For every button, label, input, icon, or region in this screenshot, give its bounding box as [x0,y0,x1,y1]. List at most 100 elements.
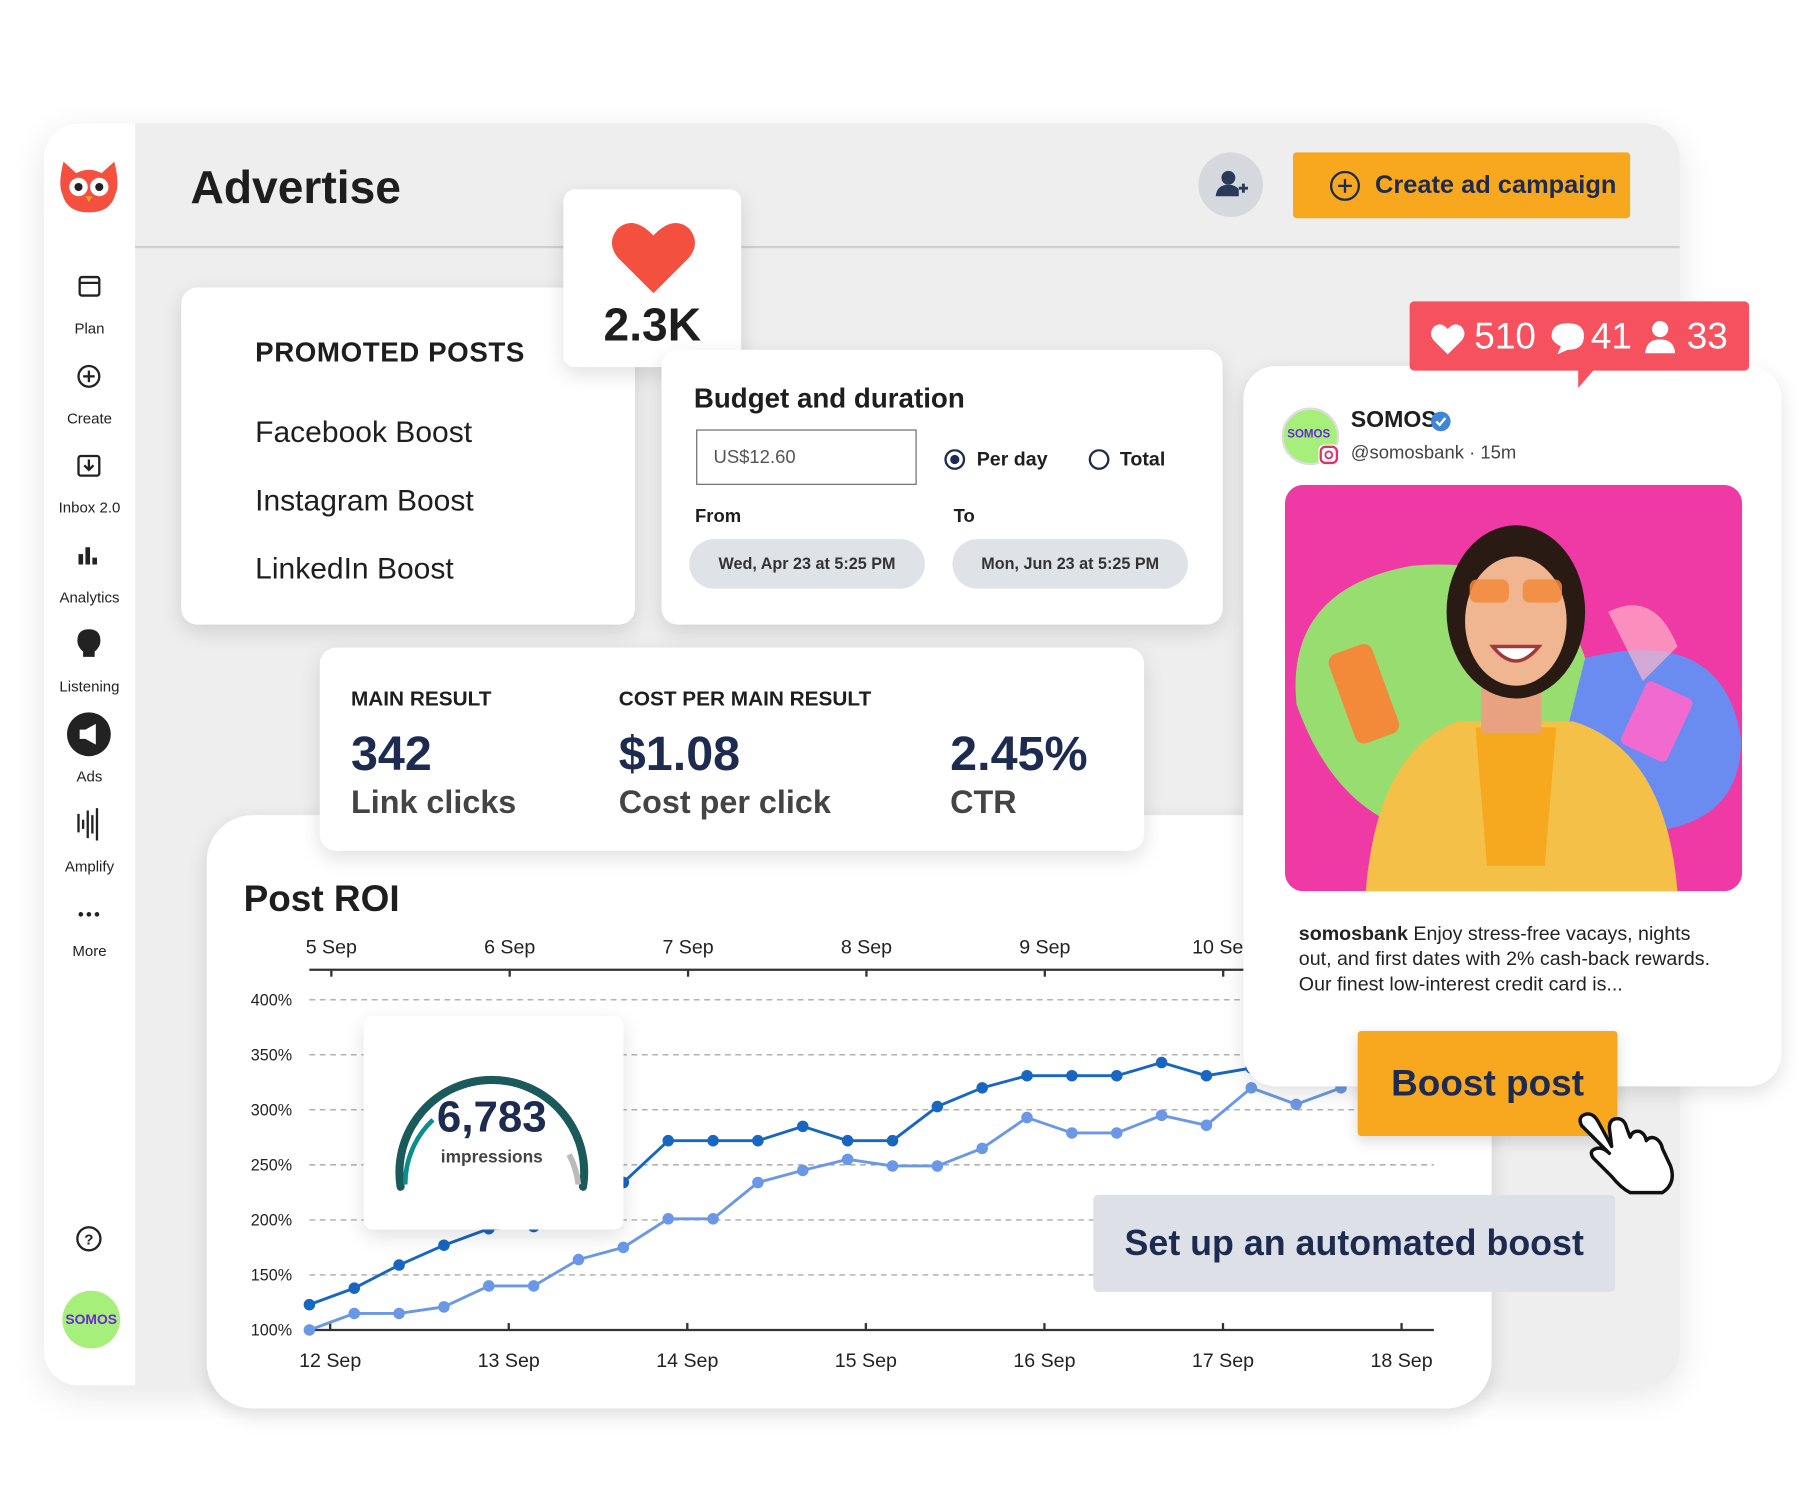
data-point [841,1134,854,1147]
result-unit: CTR [950,783,1017,820]
result-value: $1.08 [618,726,741,781]
results-card: MAIN RESULT 342 Link clicks COST PER MAI… [319,647,1145,851]
post-avatar-text: SOMOS [1287,428,1331,442]
date-pill[interactable]: Wed, Apr 23 at 5:25 PM [689,539,925,589]
result-unit: Link clicks [350,783,517,820]
y-tick-label: 150% [251,1267,292,1285]
x-top-label: 8 Sep [841,937,892,959]
gauge-arc [395,1075,589,1191]
boost-post-button[interactable]: Boost post [1357,1030,1618,1137]
stats-bubble: 510 41 33 [1409,301,1750,388]
stat-comments: 41 [1590,315,1632,357]
nav-label[interactable]: Plan [74,319,105,338]
data-point [797,1120,809,1133]
data-point [1290,1098,1302,1111]
data-point [393,1259,405,1271]
data-point [348,1307,361,1320]
post-caption: somosbank Enjoy stress-free vacays, nigh… [1299,921,1728,997]
field-label: To [953,506,975,527]
y-tick-label: 100% [251,1322,292,1340]
nav-label[interactable]: Ads [76,767,103,786]
data-point [303,1298,316,1311]
nav-label[interactable]: More [72,942,107,960]
y-tick-label: 200% [251,1212,292,1230]
y-tick-label: 300% [251,1102,292,1120]
series-line [308,1086,1342,1332]
x-bottom-label: 14 Sep [656,1350,718,1372]
result-label: COST PER MAIN RESULT [618,686,872,711]
more-dots [78,912,100,917]
y-tick-label: 250% [251,1157,292,1175]
data-point [752,1176,764,1189]
promoted-item[interactable]: Facebook Boost [255,414,473,450]
stats-icons [1430,320,1676,388]
nav-label[interactable]: Inbox 2.0 [58,498,121,517]
amount-input[interactable]: US$12.60 [696,429,917,485]
account-avatar-text: SOMOS [65,1311,117,1327]
radio-label[interactable]: Per day [976,447,1048,470]
account-name: SOMOS [1350,407,1437,433]
radio-label[interactable]: Total [1119,447,1166,470]
data-point [1110,1127,1123,1139]
impressions-gauge-card: 6,783 impressions [363,1015,624,1230]
data-point [662,1134,674,1147]
data-point [1155,1056,1168,1069]
radio-selected[interactable] [943,449,966,472]
nav-label[interactable]: Amplify [64,857,115,876]
date-pill[interactable]: Mon, Jun 23 at 5:25 PM [952,539,1188,589]
create-campaign-button[interactable]: Create ad campaign [1293,152,1631,219]
y-tick-label: 350% [251,1047,292,1065]
card-title: Budget and duration [693,383,965,415]
result-value: 342 [350,726,432,781]
result-label: MAIN RESULT [350,686,492,711]
data-point [752,1134,764,1147]
data-point [1200,1069,1213,1082]
promoted-posts-card: PROMOTED POSTS Facebook Boost Instagram … [181,287,635,625]
stat-followers: 33 [1686,315,1728,357]
caption-text: Enjoy stress-free vacays, nights out, an… [1298,922,1711,996]
data-point [1021,1111,1033,1124]
nav-label[interactable]: Create [66,409,113,428]
promoted-item[interactable]: LinkedIn Boost [255,550,454,586]
radio[interactable] [1088,449,1111,472]
data-point [438,1239,450,1251]
verified-badge [1430,411,1451,432]
post-card: SOMOS SOMOS @somosbank · 15m somosbank E… [1243,365,1782,1087]
x-top-label: 6 Sep [484,937,535,959]
data-point [348,1282,361,1294]
card-title: PROMOTED POSTS [255,337,525,369]
data-point [841,1153,854,1166]
data-point [707,1134,719,1147]
x-bottom-label: 13 Sep [478,1350,540,1372]
add-user-icon [1215,170,1249,197]
data-point [438,1301,450,1313]
stat-likes: 510 [1474,315,1536,357]
promoted-item[interactable]: Instagram Boost [255,482,474,518]
add-user-button[interactable] [1198,152,1264,218]
data-point [1200,1119,1213,1132]
field-label: From [695,506,742,527]
heart-icon [611,223,696,294]
help-mark: ? [84,1232,93,1249]
automated-boost-button[interactable]: Set up an automated boost [1093,1194,1616,1292]
data-point [886,1134,899,1147]
data-point [976,1082,988,1094]
result-unit: Cost per click [618,783,831,820]
gauge-value: 6,783 [436,1093,547,1142]
data-point [1021,1069,1033,1082]
nav-label[interactable]: Analytics [59,588,120,607]
header-divider [135,245,1680,249]
data-point [976,1142,988,1155]
data-point [1155,1109,1168,1122]
button-text[interactable]: Create ad campaign [1374,169,1617,199]
megaphone [79,723,96,745]
data-point [617,1241,630,1254]
nav-label[interactable]: Listening [59,677,120,696]
data-point [1110,1069,1123,1082]
x-bottom-label: 12 Sep [299,1350,361,1372]
post-image [1284,484,1743,892]
data-point [707,1213,719,1225]
data-point [662,1213,674,1225]
